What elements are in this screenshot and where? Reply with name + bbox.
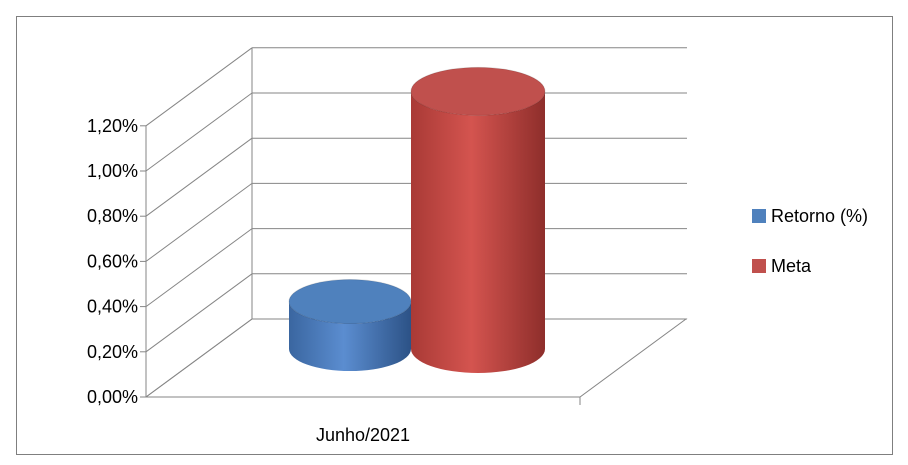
legend-label: Meta — [771, 256, 812, 276]
legend-label: Retorno (%) — [771, 206, 868, 226]
x-tick-label: Junho/2021 — [316, 425, 410, 445]
y-tick-label: 1,20% — [87, 116, 138, 136]
legend-item: Meta — [752, 256, 812, 276]
gridline — [145, 47, 687, 127]
bar-meta — [410, 66, 546, 373]
legend: Retorno (%) Meta — [752, 206, 868, 276]
x-axis: Junho/2021 — [316, 397, 581, 445]
bar-retorno — [288, 279, 412, 371]
y-tick-label: 0,20% — [87, 342, 138, 362]
legend-swatch — [752, 259, 766, 273]
y-tick-label: 0,40% — [87, 297, 138, 317]
bars — [288, 66, 546, 373]
y-tick-label: 0,00% — [87, 387, 138, 407]
y-axis: 0,00% 0,20% 0,40% 0,60% 0,80% 1,00% 1,20% — [87, 47, 253, 407]
legend-swatch — [752, 209, 766, 223]
legend-item: Retorno (%) — [752, 206, 868, 226]
y-tick-label: 1,00% — [87, 161, 138, 181]
y-tick-label: 0,80% — [87, 206, 138, 226]
y-tick-label: 0,60% — [87, 251, 138, 271]
